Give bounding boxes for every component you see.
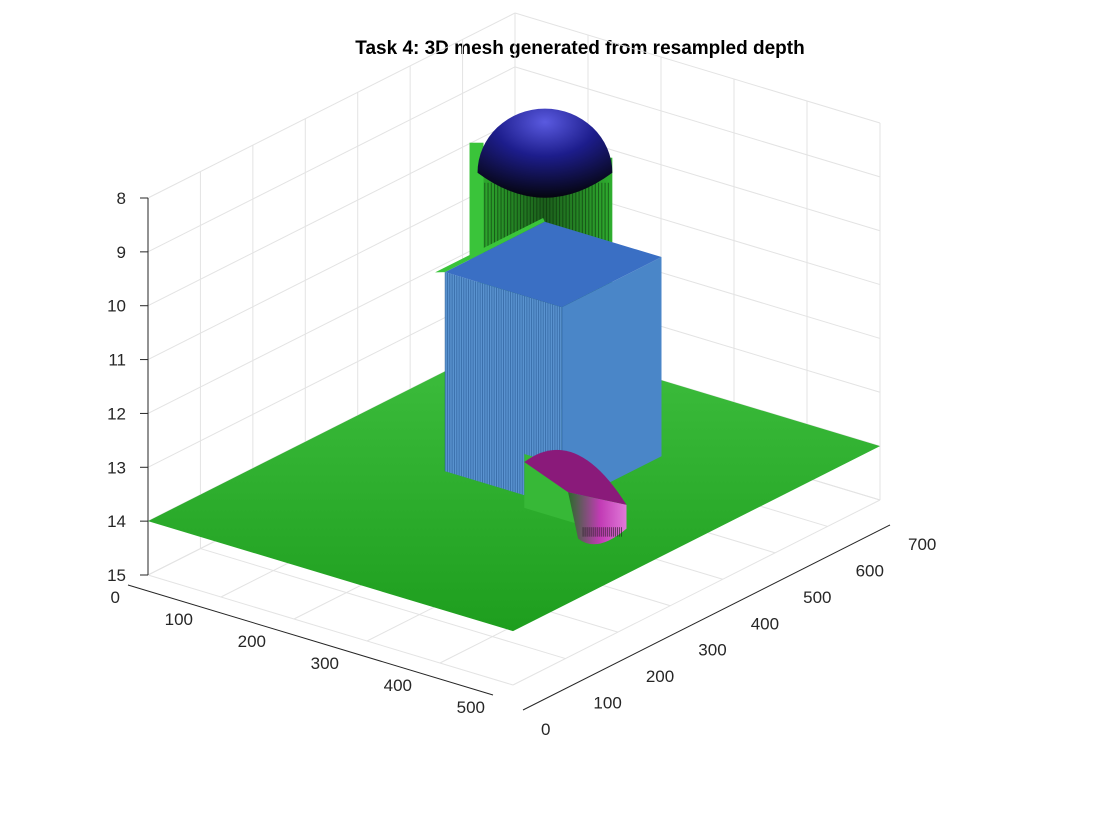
grid-line-z — [514, 12, 881, 124]
x-tick-label: 100 — [593, 694, 621, 713]
x-tick-label: 0 — [541, 720, 550, 739]
half-cylinder-top — [524, 449, 627, 505]
grid-line-z — [147, 120, 516, 307]
y-tick-label: 200 — [238, 632, 266, 651]
dome-top — [477, 108, 613, 198]
grid-line-z — [514, 66, 881, 178]
box-front-face — [561, 257, 662, 507]
z-tick-label: 12 — [107, 404, 126, 423]
box-top-face — [445, 221, 662, 308]
chart-title: Task 4: 3D mesh generated from resampled… — [355, 38, 804, 59]
grid-line-z — [147, 227, 516, 414]
x-axis-line — [522, 524, 891, 711]
y-tick-label: 500 — [457, 698, 485, 717]
tick-layer: 8 9 10 11 12 13 14 15 0 100 200 300 400 500 0 100 200 300… — [107, 189, 936, 739]
y-tick-label: 0 — [111, 588, 120, 607]
grid-line-floor — [512, 499, 881, 686]
object-half-cylinder — [524, 449, 627, 545]
y-axis-line — [127, 584, 494, 696]
z-tick-label: 14 — [107, 512, 126, 531]
axis-layer — [127, 198, 891, 711]
grid-line-z — [147, 174, 516, 361]
grid-line-floor — [200, 548, 566, 660]
z-tick-label: 8 — [117, 189, 126, 208]
x-tick-label: 700 — [908, 535, 936, 554]
grid-line-z — [147, 12, 516, 199]
y-tick-label: 300 — [311, 654, 339, 673]
y-tick-label: 400 — [384, 676, 412, 695]
z-tick-label: 13 — [107, 458, 126, 477]
z-tick-label: 15 — [107, 566, 126, 585]
x-tick-label: 500 — [803, 588, 831, 607]
x-tick-label: 600 — [856, 561, 884, 580]
z-tick-label: 10 — [107, 297, 126, 316]
z-tick-label: 11 — [108, 351, 126, 370]
grid-line-z — [147, 66, 516, 253]
x-tick-label: 200 — [646, 667, 674, 686]
box-rim — [435, 218, 545, 273]
x-tick-label: 300 — [698, 641, 726, 660]
y-tick-label: 100 — [165, 610, 193, 629]
surface-layer — [148, 108, 880, 632]
x-tick-label: 400 — [751, 614, 779, 633]
grid-line-floor — [147, 574, 514, 686]
z-tick-label: 9 — [117, 243, 126, 262]
